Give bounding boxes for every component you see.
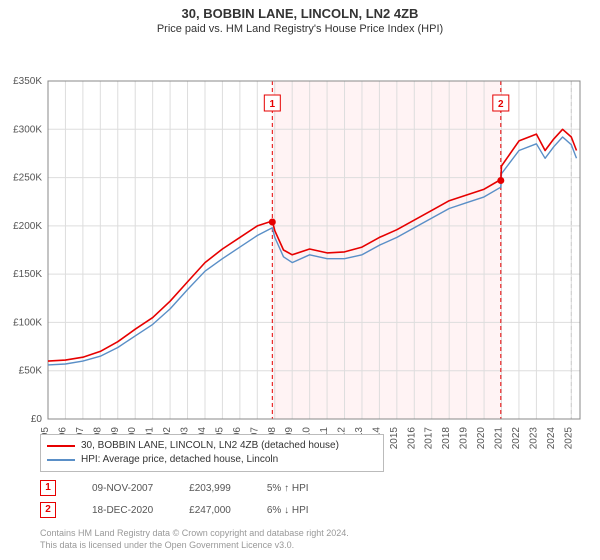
sale-row: 1 09-NOV-2007 £203,999 5% ↑ HPI xyxy=(40,480,309,496)
svg-text:£250K: £250K xyxy=(13,173,42,184)
legend-item: 30, BOBBIN LANE, LINCOLN, LN2 4ZB (detac… xyxy=(47,439,377,453)
svg-text:£0: £0 xyxy=(31,414,43,425)
sale-row: 2 18-DEC-2020 £247,000 6% ↓ HPI xyxy=(40,502,309,518)
sale-delta: 5% ↑ HPI xyxy=(267,483,309,494)
svg-text:2: 2 xyxy=(498,99,504,110)
svg-text:2022: 2022 xyxy=(511,427,522,450)
footer-text: Contains HM Land Registry data © Crown c… xyxy=(40,528,349,551)
svg-text:2023: 2023 xyxy=(528,427,539,450)
footer-line: This data is licensed under the Open Gov… xyxy=(40,540,349,552)
legend-label: 30, BOBBIN LANE, LINCOLN, LN2 4ZB (detac… xyxy=(81,439,339,453)
legend-item: HPI: Average price, detached house, Linc… xyxy=(47,453,377,467)
svg-text:2016: 2016 xyxy=(406,427,417,450)
footer-line: Contains HM Land Registry data © Crown c… xyxy=(40,528,349,540)
svg-text:£150K: £150K xyxy=(13,269,42,280)
legend-box: 30, BOBBIN LANE, LINCOLN, LN2 4ZB (detac… xyxy=(40,434,384,472)
marker-badge-1: 1 xyxy=(40,480,56,496)
marker-badge-2: 2 xyxy=(40,502,56,518)
svg-text:£300K: £300K xyxy=(13,124,42,135)
sale-price: £203,999 xyxy=(189,483,231,494)
svg-text:£200K: £200K xyxy=(13,221,42,232)
sale-delta: 6% ↓ HPI xyxy=(267,505,309,516)
svg-text:2019: 2019 xyxy=(459,427,470,450)
chart-title: 30, BOBBIN LANE, LINCOLN, LN2 4ZB xyxy=(0,0,600,21)
sale-date: 09-NOV-2007 xyxy=(92,483,153,494)
svg-text:£350K: £350K xyxy=(13,76,42,87)
chart-subtitle: Price paid vs. HM Land Registry's House … xyxy=(0,21,600,35)
legend-swatch xyxy=(47,445,75,447)
sale-date: 18-DEC-2020 xyxy=(92,505,153,516)
svg-text:2018: 2018 xyxy=(441,427,452,450)
line-chart: £0£50K£100K£150K£200K£250K£300K£350K1995… xyxy=(0,35,600,465)
sale-price: £247,000 xyxy=(189,505,231,516)
svg-text:2017: 2017 xyxy=(424,427,435,450)
chart-container: 30, BOBBIN LANE, LINCOLN, LN2 4ZB Price … xyxy=(0,0,600,560)
legend-swatch xyxy=(47,459,75,461)
svg-text:2025: 2025 xyxy=(563,427,574,450)
svg-text:2020: 2020 xyxy=(476,427,487,450)
svg-text:2024: 2024 xyxy=(546,427,557,450)
svg-text:2021: 2021 xyxy=(494,427,505,450)
svg-text:2015: 2015 xyxy=(389,427,400,450)
legend-label: HPI: Average price, detached house, Linc… xyxy=(81,453,278,467)
svg-text:£50K: £50K xyxy=(19,366,43,377)
svg-text:£100K: £100K xyxy=(13,317,42,328)
svg-text:1: 1 xyxy=(270,99,276,110)
